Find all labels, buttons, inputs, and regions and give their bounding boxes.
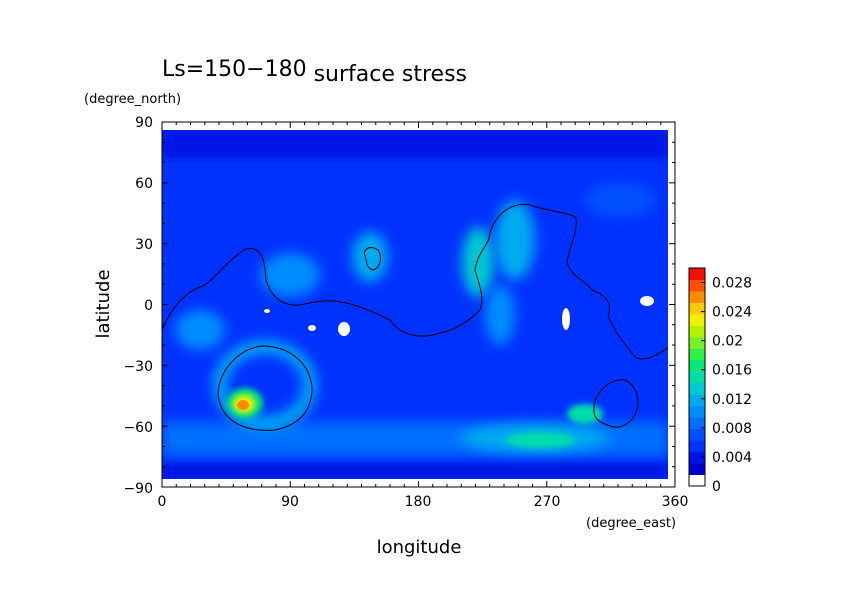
western-feature bbox=[175, 310, 225, 350]
colorbar-swatch bbox=[689, 405, 705, 418]
zero-patch-1 bbox=[338, 322, 350, 336]
colorbar-tick-label: 0.008 bbox=[712, 421, 752, 437]
x-tick-label: 180 bbox=[405, 494, 432, 510]
x-axis-label: longitude bbox=[377, 537, 462, 558]
colorbar-swatch bbox=[689, 348, 705, 361]
title-main: Ls=150−180 bbox=[162, 57, 307, 82]
colorbar-tick-label: 0.02 bbox=[712, 334, 743, 350]
colorbar-tick-label: 0 bbox=[712, 479, 721, 495]
topography-contour-1 bbox=[162, 203, 668, 360]
x-axis-units: (degree_east) bbox=[586, 516, 676, 531]
hellas-east-spot bbox=[567, 404, 603, 424]
colorbar-swatch bbox=[689, 428, 705, 441]
y-axis-ticks bbox=[162, 121, 675, 488]
title-sub: surface stress bbox=[314, 62, 467, 87]
colorbar-swatch bbox=[689, 302, 705, 315]
hellas-hot-core bbox=[237, 400, 249, 410]
zero-patch-3 bbox=[640, 296, 654, 306]
colorbar-swatch bbox=[689, 279, 705, 292]
colorbar-swatch bbox=[689, 394, 705, 407]
y-tick-label: −30 bbox=[123, 359, 153, 375]
colorbar-swatch bbox=[689, 371, 705, 384]
north-polar-band bbox=[162, 130, 668, 158]
central-feature bbox=[260, 253, 320, 297]
x-tick-label: 0 bbox=[158, 494, 167, 510]
y-tick-labels: 90 60 30 0 −30 −60 −90 bbox=[123, 115, 153, 497]
colorbar-swatch bbox=[689, 463, 705, 476]
colorbar-swatch bbox=[689, 290, 705, 303]
colorbar-swatch bbox=[689, 268, 705, 280]
colorbar-swatch bbox=[689, 336, 705, 349]
y-axis-units: (degree_north) bbox=[84, 92, 181, 107]
colorbar-swatch bbox=[689, 417, 705, 430]
y-tick-label: −60 bbox=[123, 420, 153, 436]
colorbar-swatch bbox=[689, 451, 705, 464]
x-tick-labels: 0 90 180 270 360 bbox=[158, 494, 689, 510]
y-axis-label: latitude bbox=[93, 269, 114, 338]
chart-title: Ls=150−180 surface stress bbox=[162, 57, 467, 87]
y-tick-label: 0 bbox=[144, 298, 153, 314]
southern-band-core bbox=[505, 432, 575, 448]
topography-contour-4 bbox=[593, 379, 639, 428]
y-tick-label: 60 bbox=[135, 176, 153, 192]
colorbar-tick-label: 0.004 bbox=[712, 450, 752, 466]
colorbar-tick-label: 0.012 bbox=[712, 392, 752, 408]
colorbar-swatch bbox=[689, 325, 705, 338]
colorbar bbox=[688, 267, 706, 487]
colorbar-labels: 0 0.004 0.008 0.012 0.016 0.02 0.024 0.028 bbox=[712, 276, 752, 495]
zero-patch-5 bbox=[264, 309, 270, 313]
colorbar-tick-label: 0.016 bbox=[712, 363, 752, 379]
colorbar-swatch bbox=[689, 382, 705, 395]
colorbar-swatch bbox=[689, 474, 705, 487]
y-tick-label: 90 bbox=[135, 115, 153, 131]
x-axis-ticks bbox=[161, 122, 676, 487]
x-tick-label: 360 bbox=[662, 494, 689, 510]
colorbar-swatch bbox=[689, 359, 705, 372]
y-tick-label: −90 bbox=[123, 481, 153, 497]
x-tick-label: 90 bbox=[281, 494, 299, 510]
colorbar-swatch bbox=[689, 313, 705, 326]
hellas-ring bbox=[213, 340, 317, 430]
colorbar-tick-label: 0.024 bbox=[712, 305, 752, 321]
colorbar-swatch bbox=[689, 440, 705, 453]
zero-patch-2 bbox=[562, 308, 570, 330]
tharsis-feature-1 bbox=[352, 232, 388, 282]
topography-contour-2 bbox=[363, 247, 381, 271]
south-polar-band bbox=[162, 462, 668, 479]
east-feature bbox=[585, 182, 655, 218]
colorbar-frame bbox=[688, 267, 706, 487]
zero-patch-4 bbox=[308, 325, 316, 331]
topography-contour-3 bbox=[217, 345, 313, 431]
y-tick-label: 30 bbox=[135, 237, 153, 253]
x-tick-label: 270 bbox=[534, 494, 561, 510]
heatmap-field bbox=[162, 130, 668, 479]
colorbar-tick-label: 0.028 bbox=[712, 276, 752, 292]
tharsis-feature-4 bbox=[485, 285, 515, 345]
tharsis-feature-3 bbox=[495, 200, 535, 280]
